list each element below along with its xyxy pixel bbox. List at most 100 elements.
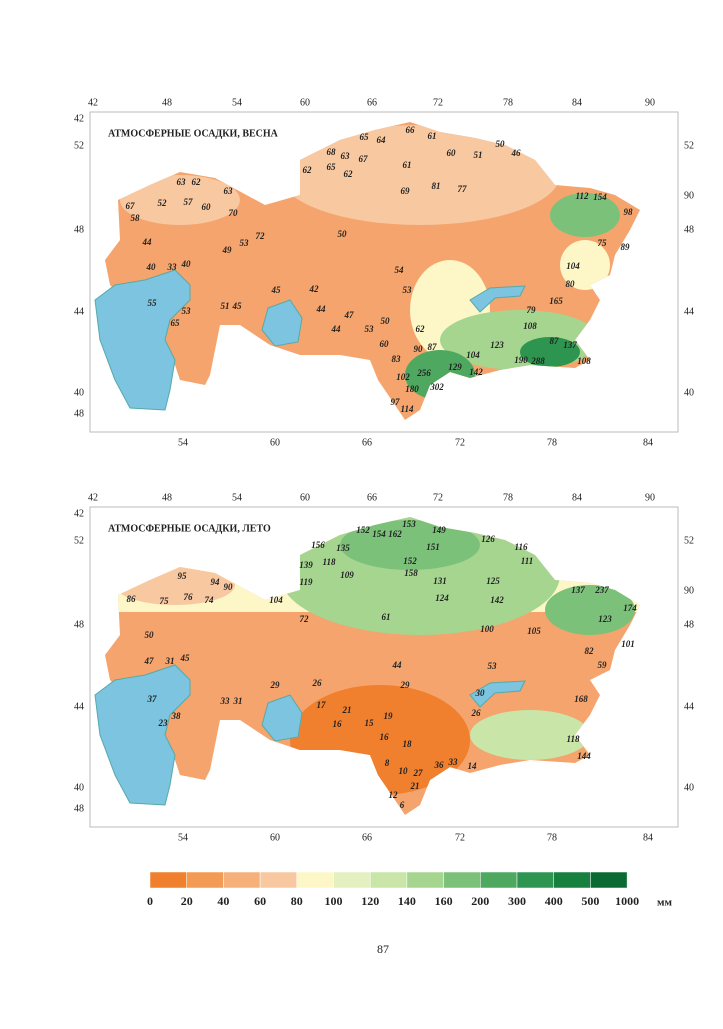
station-value: 97 <box>391 397 401 407</box>
legend-swatch <box>333 871 371 889</box>
station-value: 83 <box>392 354 402 364</box>
station-value: 58 <box>131 213 141 223</box>
station-value: 49 <box>222 245 233 255</box>
longitude-label: 78 <box>503 492 513 503</box>
longitude-label: 54 <box>232 97 242 108</box>
station-value: 135 <box>336 543 350 553</box>
longitude-label: 48 <box>162 492 172 503</box>
station-value: 168 <box>574 694 588 704</box>
summer-map: АТМОСФЕРНЫЕ ОСАДКИ, ЛЕТО 42 48 54 60 66 72 78 8… <box>74 492 694 843</box>
station-value: 76 <box>184 592 194 602</box>
longitude-label: 78 <box>547 832 557 843</box>
station-value: 51 <box>474 150 483 160</box>
aral-sea <box>261 299 303 347</box>
longitude-label: 66 <box>362 437 372 448</box>
longitude-label: 66 <box>362 832 372 843</box>
station-value: 75 <box>598 238 608 248</box>
latitude-label: 48 <box>684 619 694 630</box>
station-value: 77 <box>458 184 468 194</box>
station-value: 44 <box>331 324 342 334</box>
legend-swatch <box>480 871 518 889</box>
station-value: 108 <box>577 356 591 366</box>
latitude-label: 40 <box>74 782 84 793</box>
map-frame <box>89 506 679 828</box>
station-value: 256 <box>416 368 431 378</box>
longitude-label: 54 <box>178 832 188 843</box>
station-value: 14 <box>468 761 478 771</box>
station-value: 46 <box>511 148 522 158</box>
station-value: 90 <box>224 582 234 592</box>
longitude-label: 84 <box>572 97 582 108</box>
longitude-label: 90 <box>645 492 655 503</box>
station-value: 116 <box>514 542 528 552</box>
legend-label: 400 <box>545 894 563 908</box>
latitude-label: 44 <box>684 701 694 712</box>
map-title: АТМОСФЕРНЫЕ ОСАДКИ, ЛЕТО <box>108 523 271 534</box>
longitude-label: 90 <box>645 97 655 108</box>
legend: 0 20 40 60 80 100 120 140 160 200 300 400 500 1000 мм <box>147 871 672 909</box>
station-value: 61 <box>428 131 437 141</box>
legend-swatch <box>406 871 444 889</box>
station-value: 16 <box>333 719 343 729</box>
station-value: 53 <box>403 285 413 295</box>
station-value: 81 <box>432 181 441 191</box>
station-value: 61 <box>403 160 412 170</box>
station-value: 89 <box>621 242 631 252</box>
legend-swatch <box>443 871 481 889</box>
station-value: 53 <box>240 238 250 248</box>
longitude-label: 54 <box>178 437 188 448</box>
station-value: 59 <box>598 660 608 670</box>
station-value: 119 <box>299 577 313 587</box>
longitude-label: 72 <box>455 832 465 843</box>
latitude-label: 48 <box>74 803 84 814</box>
map-title: АТМОСФЕРНЫЕ ОСАДКИ, ВЕСНА <box>108 128 279 139</box>
longitude-label: 84 <box>572 492 582 503</box>
longitude-label: 78 <box>547 437 557 448</box>
longitude-label: 66 <box>367 97 377 108</box>
legend-unit: мм <box>657 897 672 909</box>
station-value: 72 <box>256 231 266 241</box>
zones <box>105 122 640 420</box>
longitude-label: 72 <box>433 97 443 108</box>
longitude-label: 66 <box>367 492 377 503</box>
station-value: 45 <box>232 301 243 311</box>
station-value: 75 <box>160 596 170 606</box>
station-value: 125 <box>486 576 500 586</box>
station-value: 87 <box>550 336 560 346</box>
station-value: 50 <box>145 630 155 640</box>
latitude-label: 52 <box>684 535 694 546</box>
legend-swatch <box>149 871 187 889</box>
station-value: 94 <box>211 577 221 587</box>
station-value: 108 <box>523 321 537 331</box>
station-value: 17 <box>317 700 327 710</box>
station-value: 190 <box>514 355 528 365</box>
latitude-label: 42 <box>74 113 84 124</box>
station-value: 104 <box>566 261 580 271</box>
station-value: 21 <box>410 781 420 791</box>
station-value: 154 <box>372 529 386 539</box>
station-value: 105 <box>527 626 541 636</box>
station-value: 61 <box>382 612 391 622</box>
station-value: 44 <box>142 237 153 247</box>
longitude-label: 54 <box>232 492 242 503</box>
station-value: 33 <box>167 262 178 272</box>
station-value: 29 <box>270 680 281 690</box>
latitude-label: 90 <box>684 585 694 596</box>
station-value: 104 <box>466 350 480 360</box>
longitude-label: 72 <box>455 437 465 448</box>
legend-label: 0 <box>147 894 153 908</box>
station-value: 68 <box>327 147 337 157</box>
station-value: 12 <box>389 790 399 800</box>
station-value: 153 <box>402 519 416 529</box>
legend-label: 80 <box>291 894 303 908</box>
station-value: 31 <box>233 696 243 706</box>
station-value: 74 <box>205 595 215 605</box>
station-value: 124 <box>435 593 449 603</box>
longitude-label: 60 <box>270 437 280 448</box>
station-value: 86 <box>127 594 137 604</box>
station-value: 63 <box>177 177 187 187</box>
legend-label: 120 <box>361 894 379 908</box>
caspian-sea <box>94 664 191 806</box>
station-value: 156 <box>311 540 325 550</box>
